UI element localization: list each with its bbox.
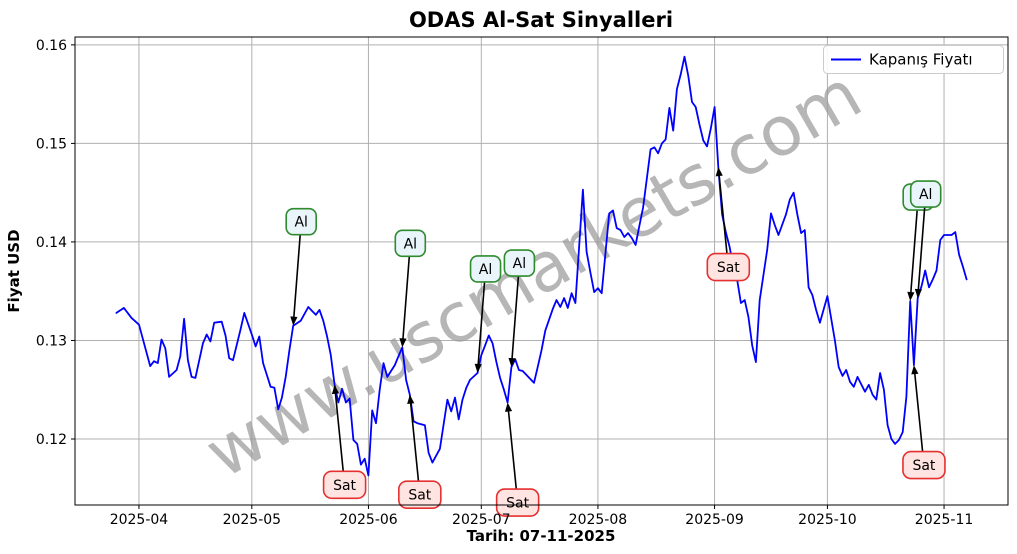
sell-signal-arrowhead [331, 384, 340, 395]
y-tick-label: 0.12 [36, 432, 67, 448]
buy-signal-label: Al [404, 236, 417, 252]
buy-signal-box [285, 207, 318, 236]
sell-signal-box [902, 450, 946, 480]
sell-signal-arrow [507, 408, 519, 503]
buy-signal-arrow [511, 263, 521, 362]
legend-box [823, 45, 1004, 74]
buy-signal-arrowhead [907, 291, 915, 302]
sell-signal-label: Sat [506, 496, 529, 512]
sell-signal-box [495, 488, 540, 517]
close-price-line [115, 55, 968, 477]
buy-signal-label: Al [479, 262, 492, 278]
buy-signal-arrow [917, 194, 927, 293]
sell-signal-arrow [334, 390, 346, 485]
sell-signal-box [398, 480, 442, 509]
buy-signal-label: Al [294, 215, 307, 231]
sell-signal-label: Sat [717, 260, 740, 276]
watermark-text: www.uscmarkets.com [193, 55, 875, 494]
sell-signal-arrowhead [911, 365, 919, 375]
x-tick-label: 2025-08 [569, 512, 628, 528]
sell-signal-label: Sat [912, 458, 935, 474]
buy-signal-arrowhead [914, 288, 922, 299]
buy-signal-arrow [477, 268, 487, 368]
sell-signal-arrowhead [504, 402, 513, 412]
buy-signal-arrowhead [399, 338, 407, 348]
x-tick-label: 2025-04 [110, 512, 169, 528]
x-tick-label: 2025-11 [915, 512, 974, 528]
x-tick-label: 2025-06 [339, 512, 398, 528]
y-tick-label: 0.16 [36, 38, 67, 54]
buy-signal-arrow [292, 221, 302, 320]
signals-layer: SatSatSatSatSatAlAlAlAlAlAl [285, 167, 946, 517]
buy-signal-arrowhead [474, 363, 482, 373]
sell-signal-label: Sat [333, 478, 356, 494]
price-line-layer [115, 55, 968, 477]
sell-signal-arrow [718, 172, 730, 268]
x-tick-label: 2025-10 [798, 512, 857, 528]
buy-signal-arrowhead [290, 316, 298, 326]
legend: Kapanış Fiyatı [823, 45, 1004, 74]
buy-signal-arrow [909, 196, 919, 296]
y-tick-label: 0.15 [36, 136, 67, 152]
x-axis-label: Tarih: 07-11-2025 [467, 527, 616, 545]
x-tick-label: 2025-07 [452, 512, 511, 528]
buy-signal-label: Al [919, 187, 932, 203]
y-axis-label: Fiyat USD [5, 229, 23, 312]
buy-signal-arrowhead [508, 357, 516, 368]
y-tick-label: 0.14 [36, 235, 67, 251]
buy-signal-box [503, 249, 536, 277]
buy-signal-box [394, 229, 427, 258]
chart-title: ODAS Al-Sat Sinyalleri [409, 8, 673, 32]
sell-signal-arrowhead [407, 394, 415, 404]
sell-signal-label: Sat [408, 488, 431, 504]
x-tick-label: 2025-09 [685, 512, 744, 528]
buy-signal-box [909, 180, 942, 208]
plot-border [74, 36, 1009, 506]
sell-signal-arrow [409, 400, 421, 495]
buy-signal-arrow [401, 243, 412, 342]
buy-signal-label: Al [513, 256, 526, 272]
sell-signal-box [706, 252, 751, 282]
axes-layer: 2025-04 2025-05 2025-06 2025-07 2025-08 2025-… [36, 36, 1009, 528]
buy-signal-box [469, 255, 502, 283]
y-tick-label: 0.13 [36, 333, 67, 349]
sell-signal-box [322, 470, 367, 500]
x-tick-label: 2025-05 [223, 512, 282, 528]
legend-label: Kapanış Fiyatı [869, 51, 973, 69]
sell-signal-arrowhead [715, 167, 723, 177]
sell-signal-arrow [913, 370, 925, 466]
